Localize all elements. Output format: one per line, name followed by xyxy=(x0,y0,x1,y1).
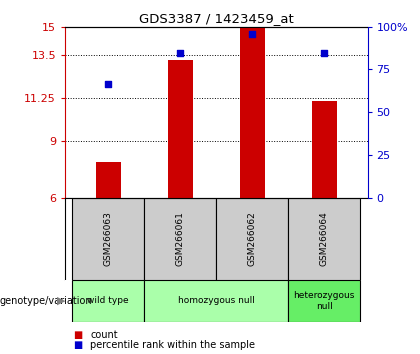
Bar xyxy=(288,198,360,280)
Text: GSM266061: GSM266061 xyxy=(176,211,185,267)
Title: GDS3387 / 1423459_at: GDS3387 / 1423459_at xyxy=(139,12,294,25)
Bar xyxy=(288,280,360,322)
Point xyxy=(321,50,328,56)
Text: percentile rank within the sample: percentile rank within the sample xyxy=(90,340,255,350)
Bar xyxy=(144,198,216,280)
Text: GSM266064: GSM266064 xyxy=(320,212,329,266)
Point xyxy=(177,50,184,56)
Text: heterozygous
null: heterozygous null xyxy=(294,291,355,310)
Text: homozygous null: homozygous null xyxy=(178,296,255,306)
Point xyxy=(249,32,256,37)
Bar xyxy=(144,280,288,322)
Bar xyxy=(72,198,144,280)
Text: ■: ■ xyxy=(74,330,83,339)
Text: ■: ■ xyxy=(74,340,83,350)
Text: ▶: ▶ xyxy=(57,296,65,306)
Bar xyxy=(72,280,144,322)
Bar xyxy=(168,60,193,198)
Bar xyxy=(216,198,288,280)
Text: count: count xyxy=(90,330,118,339)
Point xyxy=(105,81,112,87)
Bar xyxy=(312,101,337,198)
Text: genotype/variation: genotype/variation xyxy=(0,296,93,306)
Bar xyxy=(96,162,121,198)
Text: GSM266062: GSM266062 xyxy=(248,212,257,266)
Text: GSM266063: GSM266063 xyxy=(104,211,113,267)
Bar xyxy=(240,28,265,198)
Text: wild type: wild type xyxy=(87,296,129,306)
